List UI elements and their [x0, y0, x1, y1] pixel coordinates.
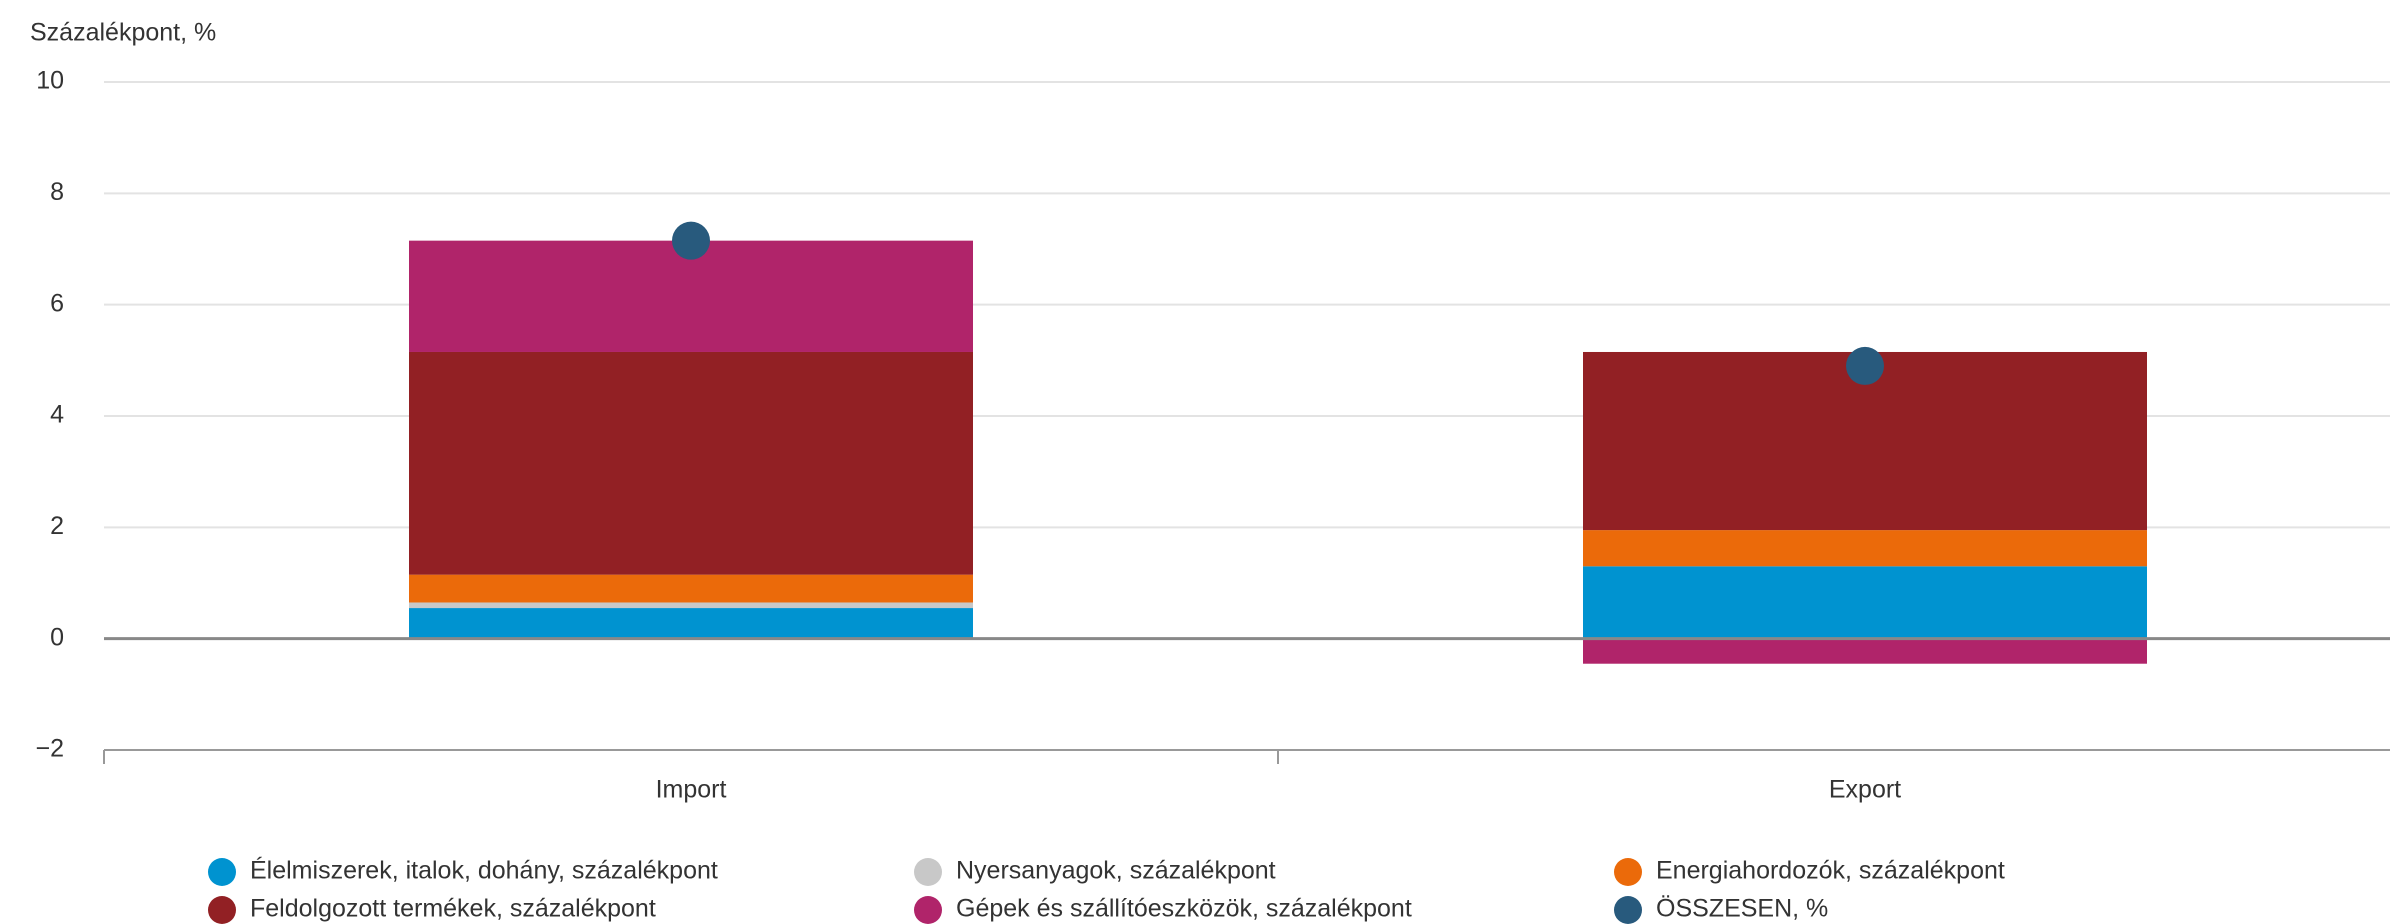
legend-label: Élelmiszerek, italok, dohány, százalékpo…	[250, 856, 718, 885]
legend-marker	[1614, 896, 1642, 924]
bar-segment	[1583, 638, 2147, 664]
y-tick-label: 2	[50, 512, 64, 540]
y-tick-label: 4	[50, 401, 64, 429]
y-tick-label: 10	[36, 67, 64, 95]
legend-marker	[1614, 858, 1642, 886]
y-tick-label: 6	[50, 289, 64, 317]
legend-label: ÖSSZESEN, %	[1656, 895, 1828, 923]
y-tick-label: 8	[50, 178, 64, 206]
legend-label: Energiahordozók, százalékpont	[1656, 857, 2005, 885]
y-axis-label: Százalékpont, %	[30, 19, 216, 47]
total-point	[1846, 346, 1884, 385]
bar-segment	[1583, 530, 2147, 567]
total-point	[672, 221, 710, 260]
legend-marker	[208, 858, 236, 886]
bar-segment	[409, 574, 973, 603]
y-tick-label: 0	[50, 623, 64, 651]
x-tick-label: Import	[656, 776, 727, 804]
bar-segment	[409, 602, 973, 609]
bar-segment	[1583, 566, 2147, 639]
legend-marker	[914, 896, 942, 924]
bar-segment	[409, 608, 973, 639]
legend-label: Feldolgozott termékek, százalékpont	[250, 895, 656, 923]
y-tick-label: −2	[35, 735, 64, 763]
x-tick-label: Export	[1829, 776, 1901, 804]
legend-marker	[208, 896, 236, 924]
legend-marker	[914, 858, 942, 886]
legend-label: Nyersanyagok, százalékpont	[956, 857, 1276, 885]
legend-label: Gépek és szállítóeszközök, százalékpont	[956, 895, 1412, 923]
bar-segment	[409, 351, 973, 575]
